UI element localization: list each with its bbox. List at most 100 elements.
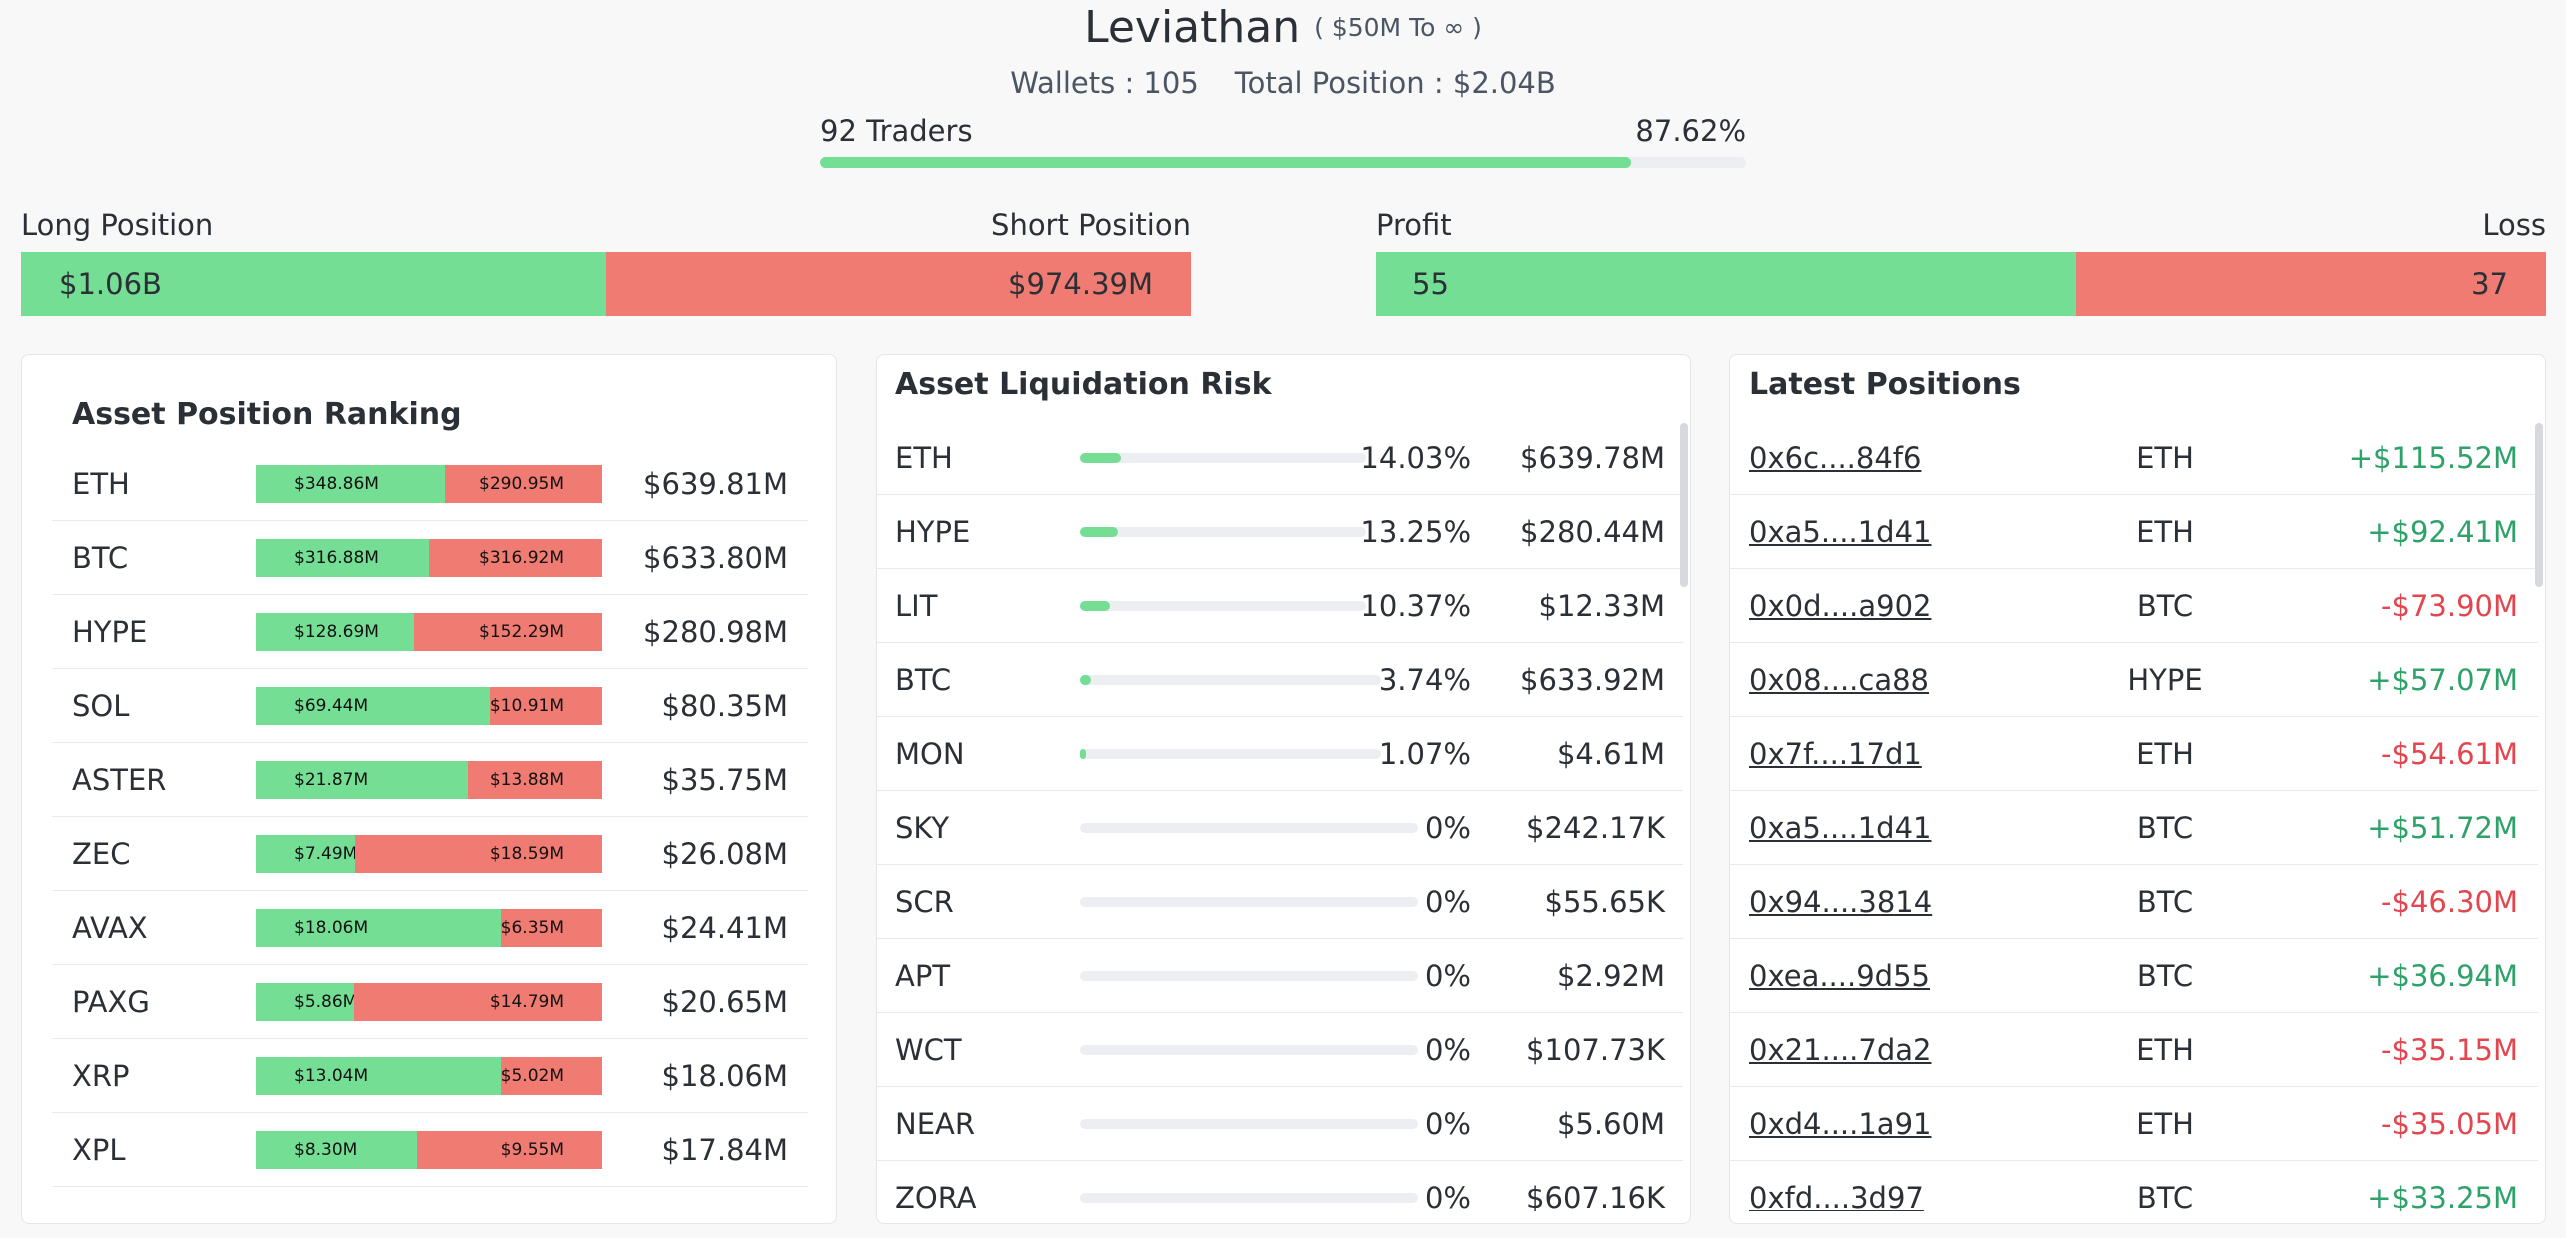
ranking-row[interactable]: XRP $13.04M $5.02M $18.06M <box>52 1039 808 1113</box>
latest-position-row[interactable]: 0xea....9d55 BTC +$36.94M <box>1730 939 2538 1013</box>
latest-position-row[interactable]: 0xa5....1d41 ETH +$92.41M <box>1730 495 2538 569</box>
group-name: Leviathan <box>1084 2 1301 53</box>
liquidation-row[interactable]: MON 1.07% $4.61M <box>877 717 1683 791</box>
liquidation-percent: 3.74% <box>1378 662 1471 697</box>
latest-position-row[interactable]: 0x94....3814 BTC -$46.30M <box>1730 865 2538 939</box>
latest-pnl: +$36.94M <box>2367 958 2518 993</box>
ranking-total: $26.08M <box>661 836 789 871</box>
latest-position-row[interactable]: 0x21....7da2 ETH -$35.15M <box>1730 1013 2538 1087</box>
wallet-address-link[interactable]: 0x0d....a902 <box>1749 588 1932 623</box>
liquidation-row[interactable]: WCT 0% $107.73K <box>877 1013 1683 1087</box>
liquidation-percent: 0% <box>1424 884 1471 919</box>
liquidation-percent: 0% <box>1424 1180 1471 1212</box>
profit-value: 55 <box>1412 267 1449 301</box>
ranking-total: $35.75M <box>661 762 789 797</box>
traders-percent: 87.62% <box>1635 114 1746 148</box>
long-position-label: Long Position <box>21 208 214 242</box>
wallet-address-link[interactable]: 0x08....ca88 <box>1749 662 1930 697</box>
liquidation-value: $639.78M <box>1520 440 1665 475</box>
ranking-row[interactable]: HYPE $128.69M $152.29M $280.98M <box>52 595 808 669</box>
liquidation-scrollbar[interactable] <box>1680 423 1688 587</box>
liquidation-risk-fill <box>1080 675 1091 685</box>
ranking-short-value: $5.02M <box>500 1066 564 1086</box>
latest-position-row[interactable]: 0x7f....17d1 ETH -$54.61M <box>1730 717 2538 791</box>
liquidation-risk-track <box>1080 601 1366 611</box>
latest-pnl: -$35.15M <box>2381 1032 2518 1067</box>
liquidation-risk-fill <box>1080 527 1119 537</box>
liquidation-risk-track <box>1080 823 1418 833</box>
wallet-address-link[interactable]: 0xfd....3d97 <box>1749 1180 1924 1212</box>
liquidation-row[interactable]: ETH 14.03% $639.78M <box>877 421 1683 495</box>
latest-position-row[interactable]: 0x0d....a902 BTC -$73.90M <box>1730 569 2538 643</box>
latest-position-row[interactable]: 0xd4....1a91 ETH -$35.05M <box>1730 1087 2538 1161</box>
ranking-long-segment: $8.30M <box>256 1131 417 1169</box>
ranking-long-short-bar: $8.30M $9.55M <box>256 1131 602 1169</box>
ranking-row[interactable]: ASTER $21.87M $13.88M $35.75M <box>52 743 808 817</box>
liquidation-risk-fill <box>1080 453 1121 463</box>
liquidation-risk-track <box>1080 971 1418 981</box>
ranking-total: $80.35M <box>661 688 789 723</box>
wallet-address-link[interactable]: 0xd4....1a91 <box>1749 1106 1932 1141</box>
ranking-total: $639.81M <box>643 466 788 501</box>
wallet-address-link[interactable]: 0x21....7da2 <box>1749 1032 1932 1067</box>
liquidation-row[interactable]: ZORA 0% $607.16K <box>877 1161 1683 1212</box>
ranking-row[interactable]: PAXG $5.86M $14.79M $20.65M <box>52 965 808 1039</box>
ranking-row[interactable]: XPL $8.30M $9.55M $17.84M <box>52 1113 808 1187</box>
long-short-labels: Long Position Short Position <box>21 208 1191 242</box>
liquidation-risk-track <box>1080 675 1381 685</box>
latest-pnl: +$33.25M <box>2367 1180 2518 1212</box>
ranking-short-value: $290.95M <box>479 474 564 494</box>
latest-position-row[interactable]: 0x6c....84f6 ETH +$115.52M <box>1730 421 2538 495</box>
liquidation-list[interactable]: ETH 14.03% $639.78M HYPE 13.25% $280.44M LIT 10… <box>877 421 1690 1212</box>
latest-asset: ETH <box>2136 736 2194 771</box>
ranking-short-value: $6.35M <box>500 918 564 938</box>
wallet-address-link[interactable]: 0x7f....17d1 <box>1749 736 1922 771</box>
liquidation-row[interactable]: APT 0% $2.92M <box>877 939 1683 1013</box>
latest-positions-list[interactable]: 0x6c....84f6 ETH +$115.52M 0xa5....1d41 ETH +… <box>1730 421 2545 1212</box>
latest-asset: BTC <box>2136 884 2194 919</box>
wallet-address-link[interactable]: 0xea....9d55 <box>1749 958 1930 993</box>
ranking-short-segment: $290.95M <box>444 465 602 503</box>
ranking-short-segment: $13.88M <box>467 761 602 799</box>
liquidation-asset: SKY <box>895 810 950 845</box>
ranking-short-segment: $14.79M <box>354 983 602 1021</box>
liquidation-row[interactable]: SCR 0% $55.65K <box>877 865 1683 939</box>
ranking-row[interactable]: ZEC $7.49M $18.59M $26.08M <box>52 817 808 891</box>
liquidation-row[interactable]: SKY 0% $242.17K <box>877 791 1683 865</box>
short-value: $974.39M <box>1008 267 1153 301</box>
liquidation-row[interactable]: HYPE 13.25% $280.44M <box>877 495 1683 569</box>
ranking-long-value: $13.04M <box>294 1066 369 1086</box>
liquidation-value: $12.33M <box>1538 588 1666 623</box>
long-short-bar: $1.06B $974.39M <box>21 252 1191 316</box>
ranking-long-short-bar: $21.87M $13.88M <box>256 761 602 799</box>
liquidation-percent: 13.25% <box>1360 514 1471 549</box>
liquidation-risk-fill <box>1080 749 1086 759</box>
ranking-long-short-bar: $5.86M $14.79M <box>256 983 602 1021</box>
latest-position-row[interactable]: 0x08....ca88 HYPE +$57.07M <box>1730 643 2538 717</box>
wallet-address-link[interactable]: 0xa5....1d41 <box>1749 514 1932 549</box>
ranking-row[interactable]: AVAX $18.06M $6.35M $24.41M <box>52 891 808 965</box>
latest-position-row[interactable]: 0xfd....3d97 BTC +$33.25M <box>1730 1161 2538 1212</box>
ranking-short-value: $152.29M <box>479 622 564 642</box>
liquidation-risk-track <box>1080 1119 1418 1129</box>
latest-pnl: -$54.61M <box>2381 736 2518 771</box>
wallet-address-link[interactable]: 0x6c....84f6 <box>1749 440 1922 475</box>
liquidation-row[interactable]: BTC 3.74% $633.92M <box>877 643 1683 717</box>
wallet-address-link[interactable]: 0x94....3814 <box>1749 884 1933 919</box>
loss-segment: 37 <box>2075 252 2546 316</box>
ranking-long-value: $128.69M <box>294 622 379 642</box>
liquidation-row[interactable]: NEAR 0% $5.60M <box>877 1087 1683 1161</box>
ranking-row[interactable]: BTC $316.88M $316.92M $633.80M <box>52 521 808 595</box>
ranking-total: $18.06M <box>661 1058 789 1093</box>
ranking-long-segment: $7.49M <box>256 835 357 873</box>
ranking-long-short-bar: $128.69M $152.29M <box>256 613 602 651</box>
ranking-short-segment: $152.29M <box>414 613 602 651</box>
ranking-row[interactable]: ETH $348.86M $290.95M $639.81M <box>52 447 808 521</box>
wallet-address-link[interactable]: 0xa5....1d41 <box>1749 810 1932 845</box>
latest-scrollbar[interactable] <box>2535 423 2543 587</box>
latest-pnl: -$46.30M <box>2381 884 2518 919</box>
liquidation-row[interactable]: LIT 10.37% $12.33M <box>877 569 1683 643</box>
latest-position-row[interactable]: 0xa5....1d41 BTC +$51.72M <box>1730 791 2538 865</box>
liquidation-value: $5.60M <box>1556 1106 1665 1141</box>
ranking-row[interactable]: SOL $69.44M $10.91M $80.35M <box>52 669 808 743</box>
